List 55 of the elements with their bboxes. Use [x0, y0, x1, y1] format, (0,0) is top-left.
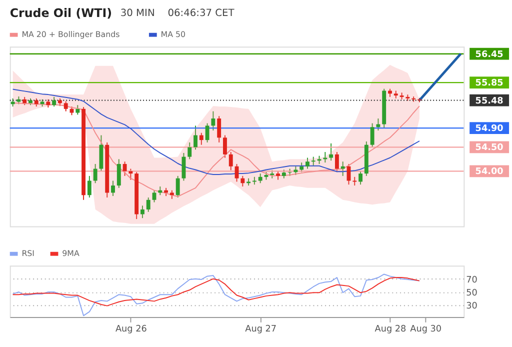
ref-line-label: 55.48: [475, 96, 504, 106]
candlestick: [122, 161, 127, 176]
candlestick: [93, 163, 98, 184]
line-series: [12, 274, 420, 316]
candlestick: [358, 170, 362, 186]
candlestick: [300, 162, 304, 173]
y-tick-label: 30: [466, 302, 478, 312]
candlestick: [223, 134, 227, 158]
candlestick: [258, 173, 262, 184]
candlestick: [140, 205, 144, 219]
x-tick-label: Aug 26: [115, 324, 148, 334]
candlestick: [99, 134, 104, 172]
candlestick: [176, 175, 180, 198]
y-tick-label: 70: [466, 275, 478, 286]
ref-line-label: 56.45: [475, 50, 504, 60]
candlestick: [240, 175, 245, 187]
ref-line-label: 55.85: [475, 78, 504, 89]
legend-label: MA 20 + Bollinger Bands: [22, 30, 120, 39]
candlestick: [205, 122, 210, 143]
candlestick: [199, 132, 204, 146]
candlestick: [146, 196, 150, 212]
x-tick-label: Aug 30: [410, 324, 442, 334]
candlestick: [334, 152, 339, 173]
legend-label: MA 50: [160, 30, 186, 39]
x-tick-label: Aug 27: [245, 324, 277, 334]
legend-label: RSI: [22, 248, 34, 258]
text: 06:46:37 CET: [168, 8, 236, 20]
candlestick: [87, 175, 92, 198]
candlestick: [228, 152, 233, 171]
candlestick: [306, 157, 310, 170]
candlestick: [52, 96, 56, 108]
x-tick-label: Aug 28: [374, 324, 407, 334]
candlestick: [111, 180, 115, 197]
candlestick: [194, 125, 198, 150]
candlestick: [152, 190, 156, 203]
candlestick: [188, 142, 192, 160]
candlestick: [76, 104, 80, 116]
ref-line-label: 54.90: [475, 124, 504, 134]
candlestick: [128, 168, 133, 180]
candlestick: [182, 152, 186, 182]
legend-label: 9MA: [62, 248, 80, 258]
candlestick: [340, 161, 345, 176]
ref-line-label: 54.50: [475, 143, 504, 154]
candlestick: [116, 158, 121, 188]
chart-subtitle: 30 MIN: [120, 8, 155, 20]
candlestick: [370, 122, 374, 148]
candlestick: [64, 100, 68, 112]
line-series: [12, 277, 420, 306]
candlestick: [211, 110, 216, 131]
y-tick-label: 50: [466, 288, 478, 298]
ref-line-label: 54.00: [475, 167, 504, 178]
chart-title: Crude Oil (WTI): [10, 6, 112, 20]
candlestick: [217, 116, 222, 143]
candlestick: [376, 118, 380, 131]
candlestick: [329, 142, 334, 162]
